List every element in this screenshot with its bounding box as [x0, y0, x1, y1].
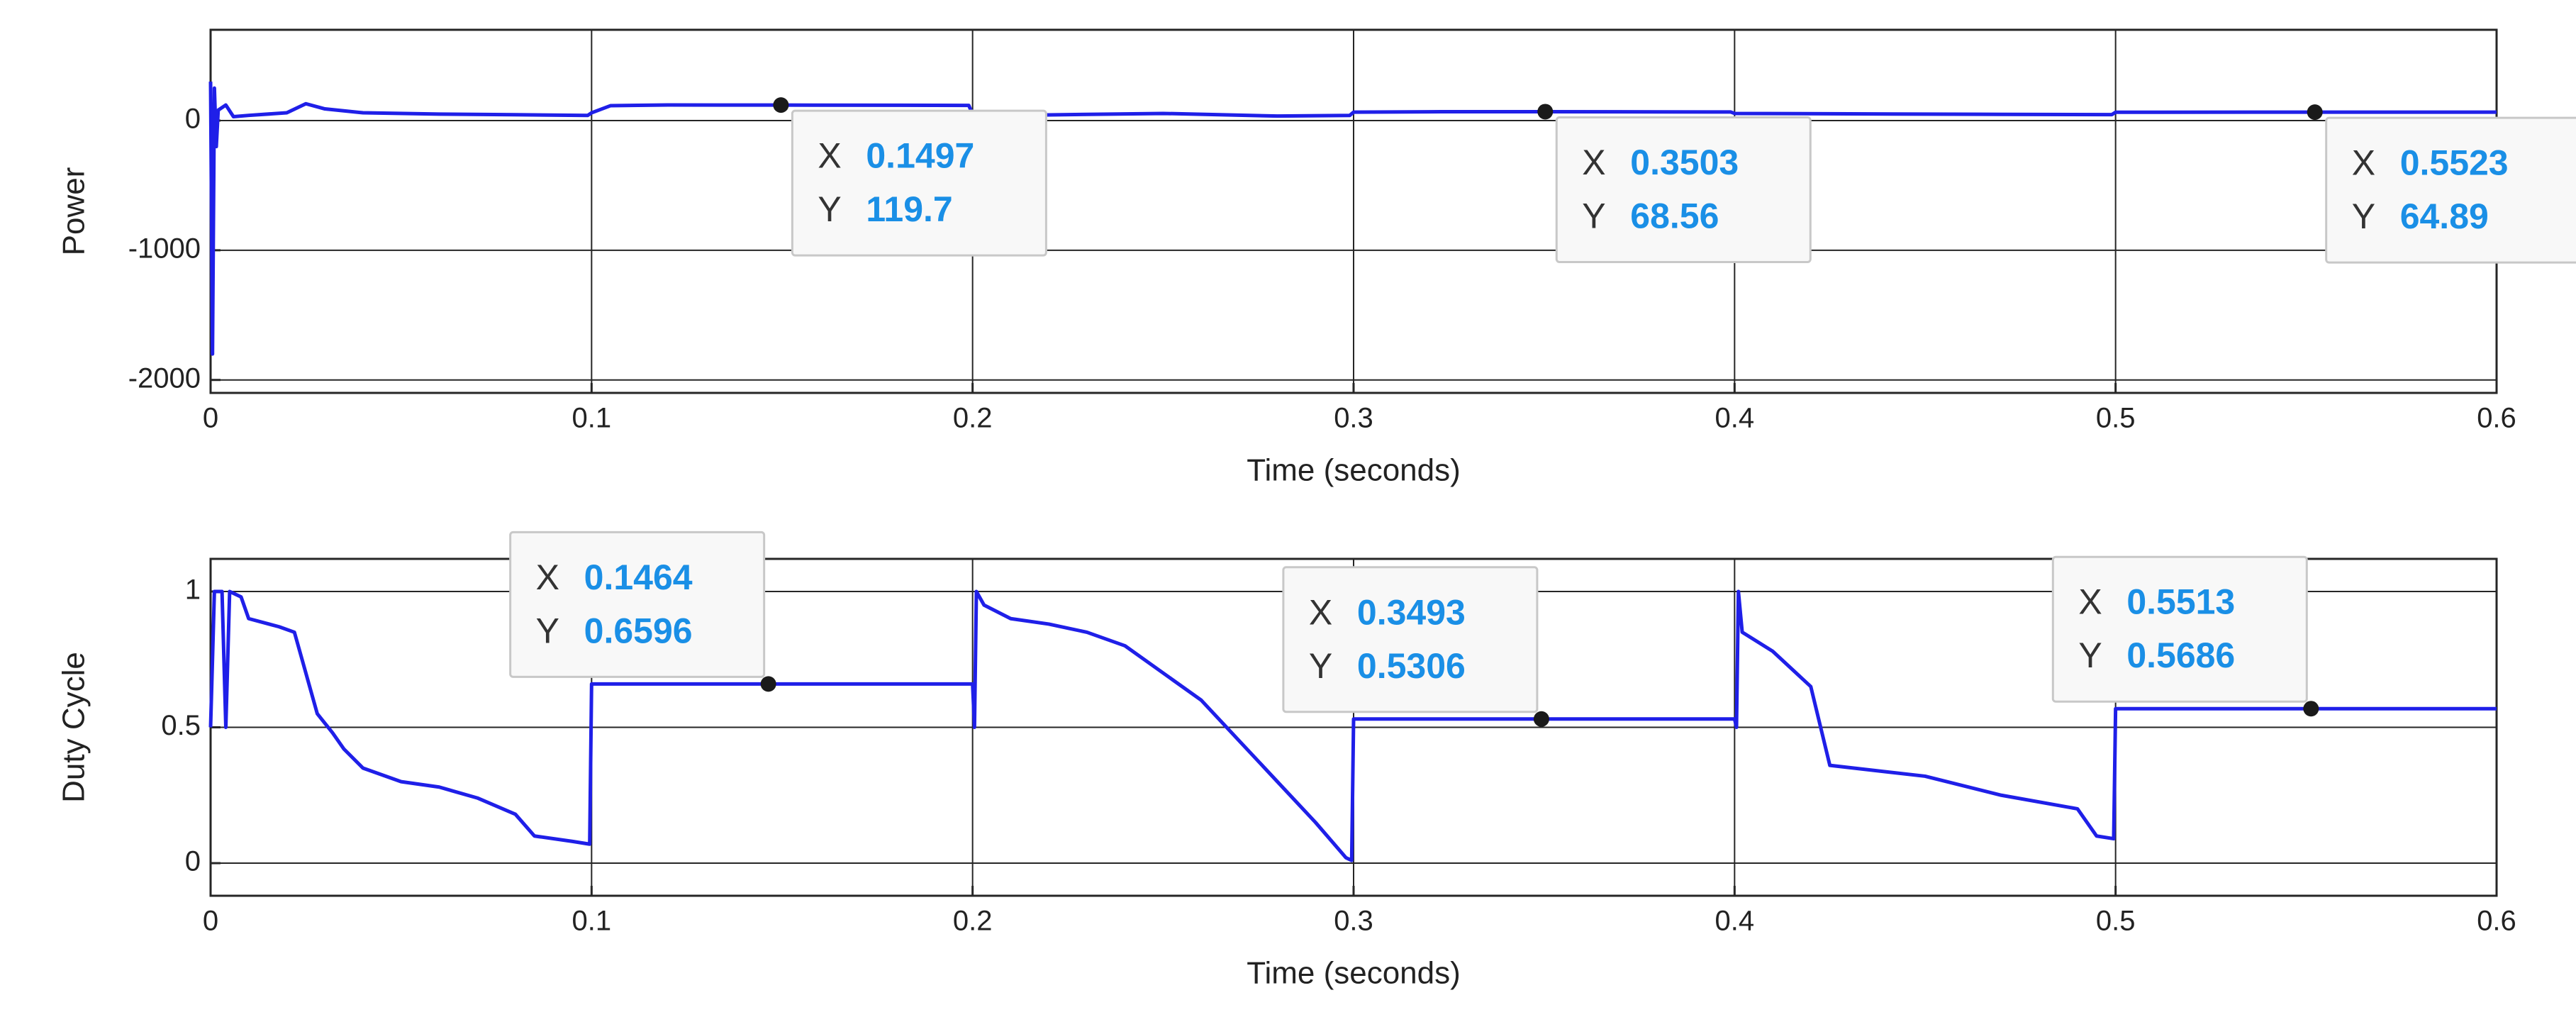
datatip-key: Y [818, 189, 841, 229]
x-tick-label: 0.5 [2096, 403, 2136, 434]
datatip-box [791, 109, 1047, 257]
x-tick-label: 0.2 [953, 403, 993, 434]
datatip-point [1533, 711, 1549, 727]
datatip-key: X [818, 136, 841, 176]
x-tick-label: 0.1 [572, 906, 612, 937]
datatip-key: Y [1309, 646, 1332, 686]
y-tick-label: 0.5 [161, 710, 201, 741]
datatip-value: 0.5523 [2400, 143, 2509, 183]
data-line [208, 82, 2497, 356]
y-axis-label: Duty Cycle [57, 652, 91, 803]
datatip: X 0.1464 Y 0.6596 [509, 531, 776, 692]
datatip-value: 68.56 [1630, 196, 1719, 235]
datatip-point [760, 676, 776, 692]
datatip-point [2303, 701, 2319, 717]
x-tick-label: 0.6 [2477, 906, 2516, 937]
datatip-value: 64.89 [2400, 196, 2489, 236]
datatip-value: 0.1464 [584, 557, 693, 597]
datatip: X 0.5523 Y 64.89 [2307, 104, 2576, 264]
datatip-key: X [2078, 582, 2102, 622]
datatip: X 0.1497 Y 119.7 [773, 97, 1047, 257]
y-tick-label: 1 [185, 574, 201, 606]
datatip-box [2325, 116, 2576, 264]
datatip-value: 0.5686 [2126, 635, 2235, 675]
x-tick-label: 0.1 [572, 403, 612, 434]
datatip-key: X [1309, 592, 1332, 632]
x-axis-label: Time (seconds) [1247, 956, 1461, 991]
y-tick-label: 0 [185, 846, 201, 877]
x-tick-label: 0.5 [2096, 906, 2136, 937]
datatip-key: Y [536, 611, 559, 650]
x-tick-label: 0.3 [1334, 906, 1373, 937]
x-tick-label: 0.2 [953, 906, 993, 937]
datatip-point [2307, 104, 2323, 121]
datatip-value: 0.3503 [1630, 143, 1739, 182]
x-tick-label: 0.4 [1715, 403, 1755, 434]
datatip-key: X [1582, 143, 1605, 182]
x-tick-label: 0.3 [1334, 403, 1373, 434]
datatip-point [1537, 104, 1554, 120]
datatip-box [2051, 555, 2308, 703]
x-tick-label: 0 [203, 403, 218, 434]
datatip-value: 0.6596 [584, 611, 693, 650]
data-line [208, 589, 2497, 862]
datatip-key: X [536, 557, 559, 597]
subplot: 0 0.1 0.2 0.3 0.4 0.5 0.6 0 0.5 1 Time (seconds) Du… [57, 531, 2516, 991]
datatip-value: 0.5513 [2126, 582, 2235, 622]
datatip-box [1555, 116, 1812, 263]
x-tick-label: 0 [203, 906, 218, 937]
y-tick-label: -2000 [128, 362, 201, 394]
y-axis-label: Power [57, 167, 91, 256]
datatip-value: 119.7 [866, 189, 952, 229]
datatip-value: 0.1497 [866, 136, 974, 176]
datatip: X 0.5513 Y 0.5686 [2051, 555, 2319, 717]
x-tick-label: 0.4 [1715, 906, 1755, 937]
datatip: X 0.3493 Y 0.5306 [1282, 566, 1549, 727]
datatip-box [509, 531, 766, 678]
x-axis-label: Time (seconds) [1247, 453, 1461, 488]
datatip-value: 0.5306 [1357, 646, 1466, 686]
subplot: 0 0.1 0.2 0.3 0.4 0.5 0.6 -2000 -1000 0 Time (seco… [57, 28, 2576, 488]
datatip-key: Y [1582, 196, 1605, 235]
datatip-value: 0.3493 [1357, 592, 1466, 632]
x-tick-label: 0.6 [2477, 403, 2516, 434]
datatip-key: Y [2352, 196, 2375, 236]
datatip-key: Y [2078, 635, 2102, 675]
y-tick-label: -1000 [128, 233, 201, 264]
datatip-point [773, 97, 789, 113]
datatip: X 0.3503 Y 68.56 [1537, 104, 1812, 263]
datatip-box [1282, 566, 1539, 713]
y-tick-label: 0 [185, 104, 201, 135]
datatip-key: X [2352, 143, 2375, 183]
